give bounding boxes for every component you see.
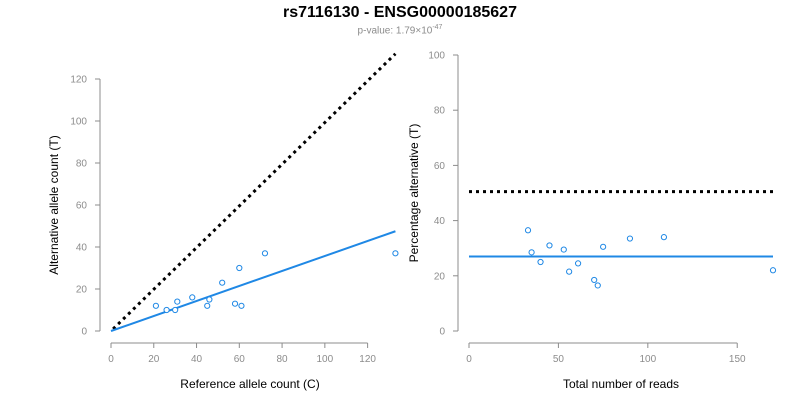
plot1-y-tick-label: 120 xyxy=(70,75,87,86)
plot2-y-tick-label: 60 xyxy=(434,161,446,172)
plot1-y-axis-title: Alternative allele count (T) xyxy=(47,135,61,274)
plot1-x-tick-label: 60 xyxy=(234,354,246,365)
plot2-x-axis-title: Total number of reads xyxy=(563,377,679,391)
plot1-data-point xyxy=(204,302,211,309)
plot1-x-tick-label: 100 xyxy=(317,354,334,365)
plot2-data-point xyxy=(566,268,573,275)
plot1-data-point xyxy=(236,264,243,272)
plot1-y-tick-label: 0 xyxy=(81,327,87,338)
plot1-x-tick-label: 20 xyxy=(148,354,160,365)
plot2-data-point xyxy=(546,242,553,249)
plot1-data-point xyxy=(238,302,245,309)
plot2-data-point xyxy=(524,227,532,234)
plot1-data-point xyxy=(174,298,181,305)
plot1-data-point xyxy=(152,302,160,309)
plot2-y-tick-label: 40 xyxy=(434,216,446,227)
plot2-data-point xyxy=(528,249,535,256)
plot2-data-point xyxy=(769,267,777,274)
plot1-data-point xyxy=(392,250,399,257)
plot1-x-tick-label: 80 xyxy=(277,354,289,365)
plot2-x-tick-label: 50 xyxy=(553,354,565,365)
plot2-data-point xyxy=(626,235,634,242)
plot1-x-tick-label: 0 xyxy=(108,354,114,365)
plot2-data-point xyxy=(591,276,598,284)
plot1-y-tick-label: 60 xyxy=(76,201,88,212)
plot2-x-tick-label: 150 xyxy=(729,354,746,365)
plot1-x-axis-title: Reference allele count (C) xyxy=(180,377,319,391)
plot1-data-point xyxy=(163,306,170,314)
plot2-data-point xyxy=(574,260,582,267)
plot1-data-point xyxy=(172,306,179,314)
plot2-data-point xyxy=(594,282,601,289)
chart-subtitle: p-value: 1.79×10-47 xyxy=(0,24,800,36)
plot1-y-tick-label: 40 xyxy=(76,243,88,254)
plot1-data-point xyxy=(189,294,196,301)
plot2-data-point xyxy=(560,246,567,253)
plot1-x-tick-label: 120 xyxy=(359,354,376,365)
plot2-y-tick-label: 0 xyxy=(439,327,445,338)
plot2-x-tick-label: 0 xyxy=(466,354,472,365)
plot2-y-tick-label: 80 xyxy=(434,106,446,117)
plot1-y-tick-label: 20 xyxy=(76,285,88,296)
plot1-reference-line xyxy=(112,52,397,330)
plot1-y-tick-label: 100 xyxy=(70,117,87,128)
pvalue-text: p-value: 1.79×10 xyxy=(357,25,433,37)
plot2-x-tick-label: 100 xyxy=(639,354,656,365)
plot2-data-point xyxy=(537,258,544,266)
chart-title: rs7116130 - ENSG00000185627 xyxy=(283,4,517,21)
plot1-data-point xyxy=(231,300,239,307)
plot2-y-tick-label: 20 xyxy=(434,271,446,282)
plot2-data-point xyxy=(600,243,607,250)
plot2-y-tick-label: 100 xyxy=(428,51,445,62)
plot1-fit-line xyxy=(110,230,396,332)
plot2-y-axis-title: Percentage alternative (T) xyxy=(407,124,421,263)
pvalue-exponent: -47 xyxy=(432,24,443,31)
plot1-y-tick-label: 80 xyxy=(76,159,88,170)
plot1-data-point xyxy=(219,279,226,286)
plot1-data-point xyxy=(261,250,269,257)
plot2-data-point xyxy=(660,234,668,241)
plot1-data-point xyxy=(206,296,213,303)
plot1-x-tick-label: 40 xyxy=(191,354,203,365)
